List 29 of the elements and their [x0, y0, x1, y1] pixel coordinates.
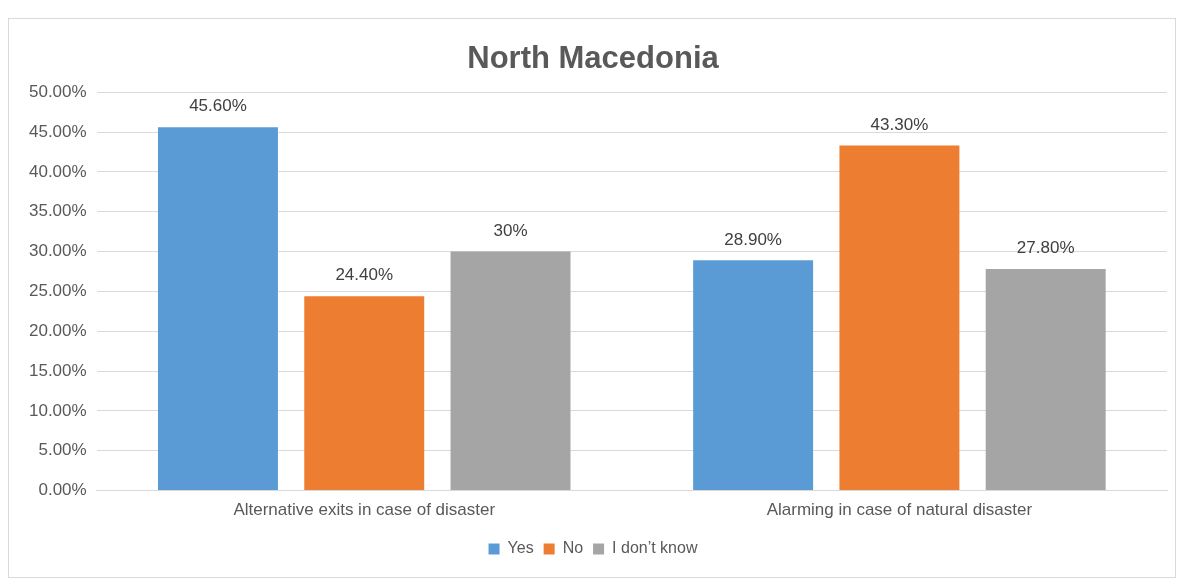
data-label: 27.80%: [1016, 238, 1075, 258]
data-label: 28.90%: [724, 229, 782, 249]
chart-title: North Macedonia: [467, 40, 720, 76]
y-tick-label: 50.00%: [28, 81, 87, 101]
y-tick-label: 0.00%: [38, 480, 87, 500]
y-tick-label: 25.00%: [28, 281, 87, 301]
data-label: 45.60%: [189, 96, 247, 116]
y-tick-label: 35.00%: [28, 201, 87, 221]
legend-label: No: [562, 539, 584, 557]
legend-label: I don’t know: [612, 539, 698, 557]
y-tick-label: 30.00%: [28, 241, 87, 261]
bar: [157, 127, 278, 491]
x-tick-label: Alternative exits in case of disaster: [233, 500, 496, 520]
y-tick-label: 15.00%: [28, 360, 87, 380]
x-tick-label: Alarming in case of natural disaster: [766, 500, 1033, 520]
bar: [450, 251, 571, 491]
data-label: 30%: [493, 220, 528, 240]
bar: [985, 269, 1106, 491]
bar: [693, 260, 814, 491]
y-tick-label: 20.00%: [28, 320, 87, 340]
y-tick-label: 45.00%: [28, 121, 87, 141]
bar: [839, 145, 960, 491]
data-label: 24.40%: [335, 265, 394, 285]
y-tick-label: 40.00%: [28, 161, 87, 181]
y-tick-label: 5.00%: [38, 440, 87, 460]
data-label: 43.30%: [870, 114, 929, 134]
y-tick-label: 10.00%: [28, 400, 87, 420]
legend-label: Yes: [507, 539, 534, 557]
bar: [304, 296, 425, 491]
